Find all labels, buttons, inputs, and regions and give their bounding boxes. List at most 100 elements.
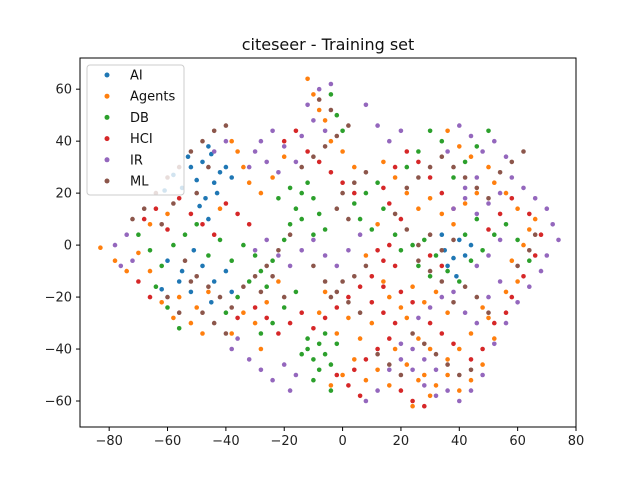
data-point — [468, 388, 474, 393]
data-point — [427, 305, 433, 310]
data-point — [363, 357, 369, 362]
data-point — [235, 211, 240, 217]
data-point — [427, 253, 433, 258]
data-point — [159, 300, 164, 305]
data-point — [404, 315, 410, 321]
data-point — [474, 294, 480, 300]
legend-marker — [104, 114, 110, 120]
data-point — [209, 300, 214, 305]
data-point — [340, 180, 345, 185]
data-point — [136, 232, 141, 237]
data-point — [375, 346, 380, 352]
x-tick-label: −60 — [154, 434, 181, 449]
data-point — [427, 196, 433, 201]
data-point — [398, 248, 404, 253]
data-point — [387, 362, 392, 367]
plot-frame — [79, 57, 577, 428]
data-point — [457, 279, 462, 284]
data-point — [532, 196, 538, 201]
data-point — [439, 263, 445, 269]
data-point — [229, 289, 234, 295]
data-point — [433, 351, 439, 357]
data-point — [305, 180, 310, 185]
data-point — [223, 310, 229, 316]
data-point — [276, 253, 281, 258]
data-point — [503, 289, 509, 295]
data-point — [217, 170, 223, 175]
data-point — [165, 294, 170, 300]
data-point — [229, 305, 234, 310]
data-point — [322, 351, 328, 357]
data-point — [509, 294, 515, 300]
data-point — [346, 383, 351, 388]
data-point — [217, 237, 223, 243]
data-point — [311, 263, 316, 269]
data-point — [521, 274, 526, 279]
data-point — [486, 128, 491, 134]
data-point — [159, 263, 164, 269]
x-tick-label: −40 — [212, 434, 239, 449]
data-point — [334, 372, 340, 378]
data-point — [392, 346, 398, 352]
data-point — [457, 372, 462, 378]
data-point — [392, 263, 398, 269]
x-tick-label: −80 — [95, 434, 122, 449]
data-point — [276, 196, 281, 201]
data-point — [462, 284, 468, 290]
data-point — [492, 232, 497, 237]
data-point — [153, 284, 159, 290]
data-point — [258, 331, 264, 336]
data-point — [416, 159, 421, 165]
data-point — [451, 289, 456, 295]
data-point — [486, 164, 491, 170]
data-point — [188, 211, 194, 217]
data-point — [492, 320, 497, 326]
data-point — [509, 175, 515, 180]
data-point — [211, 180, 217, 185]
legend-marker — [104, 157, 110, 163]
data-point — [445, 362, 450, 367]
data-point — [468, 258, 474, 264]
data-point — [387, 383, 392, 388]
data-point — [217, 294, 223, 300]
data-point — [206, 289, 211, 295]
data-point — [352, 180, 357, 185]
data-point — [130, 216, 135, 222]
data-point — [352, 367, 357, 373]
data-point — [270, 320, 275, 326]
data-point — [246, 164, 252, 170]
data-point — [293, 159, 299, 165]
data-point — [136, 279, 141, 284]
data-point — [182, 258, 188, 264]
legend-label: Agents — [130, 90, 175, 105]
data-point — [532, 253, 538, 258]
data-point — [223, 201, 229, 206]
data-point — [445, 128, 450, 134]
data-point — [98, 245, 103, 250]
data-point — [211, 232, 217, 237]
data-point — [439, 138, 445, 144]
data-point — [357, 336, 363, 341]
data-point — [357, 284, 363, 290]
data-point — [468, 377, 474, 383]
data-point — [509, 258, 515, 264]
data-point — [392, 232, 398, 237]
data-point — [439, 211, 445, 217]
data-point — [206, 216, 211, 222]
data-point — [147, 222, 153, 227]
data-point — [480, 149, 485, 154]
data-point — [203, 196, 208, 201]
data-point — [503, 222, 509, 227]
data-point — [404, 362, 410, 367]
data-point — [363, 263, 369, 269]
series-ir — [112, 81, 561, 404]
data-point — [322, 128, 328, 134]
data-point — [439, 279, 445, 284]
data-point — [363, 377, 369, 383]
data-point — [503, 154, 509, 159]
data-point — [363, 170, 369, 175]
data-point — [457, 346, 462, 352]
data-point — [305, 102, 310, 108]
data-point — [293, 206, 299, 211]
